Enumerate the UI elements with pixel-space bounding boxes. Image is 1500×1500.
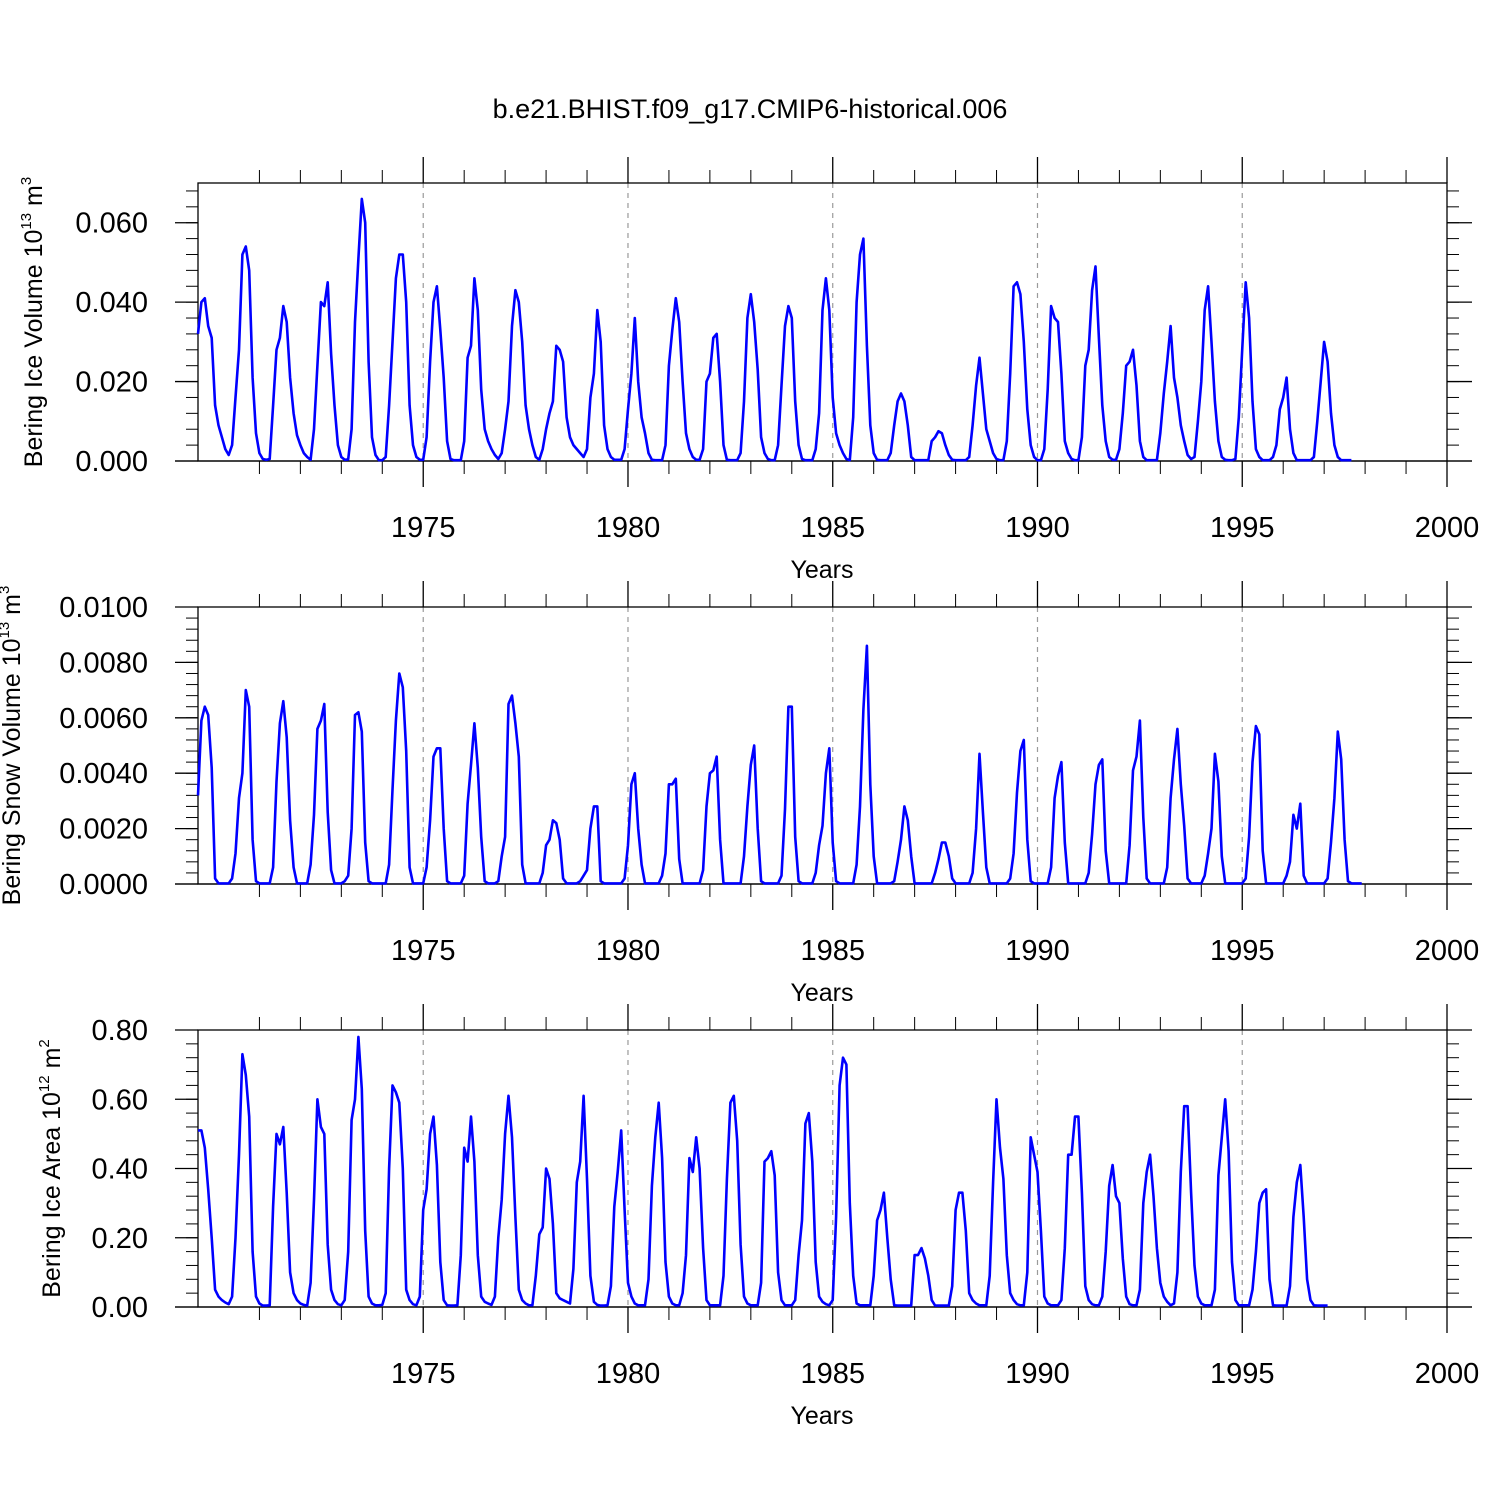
y-axis-label-unit: m [38,1048,66,1076]
y-tick-label: 0.0000 [59,869,148,901]
y-tick-label: 0.000 [75,446,148,478]
x-tick-label: 1995 [1210,935,1275,967]
y-tick-label: 0.40 [92,1154,148,1186]
y-axis-label-text: Bering Ice Volume 10 [20,230,48,468]
y-axis-label: Bering Ice Area 1012 m2 [36,1039,66,1298]
y-axis-label-exponent: 12 [36,1075,53,1092]
y-tick-label: 0.80 [92,1015,148,1047]
x-tick-label: 1990 [1005,512,1070,544]
x-tick-label: 1975 [391,935,456,967]
x-tick-label: 1980 [596,935,661,967]
x-tick-label: 1985 [800,935,865,967]
y-tick-label: 0.20 [92,1223,148,1255]
y-axis-label-unit-exponent: 3 [18,177,35,185]
y-tick-label: 0.00 [92,1292,148,1324]
x-tick-label: 1985 [800,512,865,544]
y-tick-label: 0.0040 [59,758,148,790]
x-tick-label: 2000 [1415,1358,1480,1390]
y-axis-label-exponent: 13 [0,622,13,639]
x-tick-label: 1995 [1210,1358,1275,1390]
x-tick-label: 1980 [596,512,661,544]
y-tick-label: 0.020 [75,367,148,399]
y-axis-label: Bering Snow Volume 1013 m3 [0,586,26,906]
y-tick-label: 0.0100 [59,592,148,624]
y-tick-label: 0.040 [75,287,148,319]
x-tick-label: 2000 [1415,512,1480,544]
chart-panel-snow-volume: 0.0000 0.0020 0.0040 0.0060 0.0080 0.0100 1975… [0,581,1479,1007]
x-axis-label: Years [790,556,853,584]
y-axis-label-text: Bering Snow Volume 10 [0,638,26,905]
x-axis-label: Years [790,1402,853,1430]
x-tick-label: 1990 [1005,935,1070,967]
y-tick-label: 0.060 [75,208,148,240]
data-series-line [196,197,1352,462]
y-axis-label-text: Bering Ice Area 10 [38,1092,66,1298]
y-axis-label-exponent: 13 [18,213,35,230]
data-series-line [196,644,1362,885]
y-tick-label: 0.60 [92,1084,148,1116]
x-tick-label: 2000 [1415,935,1480,967]
y-tick-label: 0.0060 [59,703,148,735]
y-axis-label: Bering Ice Volume 1013 m3 [18,177,48,467]
x-tick-label: 1995 [1210,512,1275,544]
figure-title: b.e21.BHIST.f09_g17.CMIP6-historical.006 [493,94,1008,124]
x-tick-label: 1975 [391,512,456,544]
y-axis-label-unit-exponent: 3 [0,586,13,594]
y-axis-label-unit-exponent: 2 [36,1039,53,1047]
chart-panel-ice-volume: 0.000 0.020 0.040 0.060 1975 1980 1985 1990 1995… [18,157,1479,584]
data-series-line [198,1035,1328,1307]
x-tick-label: 1990 [1005,1358,1070,1390]
y-tick-label: 0.0080 [59,647,148,679]
y-tick-label: 0.0020 [59,814,148,846]
x-axis-label: Years [790,979,853,1007]
x-tick-label: 1985 [800,1358,865,1390]
x-tick-label: 1975 [391,1358,456,1390]
y-axis-label-unit: m [0,594,26,622]
y-axis-label-unit: m [20,185,48,213]
x-tick-label: 1980 [596,1358,661,1390]
chart-panel-ice-area: 0.00 0.20 0.40 0.60 0.80 1975 1980 1985 1990 1995… [36,1004,1479,1430]
